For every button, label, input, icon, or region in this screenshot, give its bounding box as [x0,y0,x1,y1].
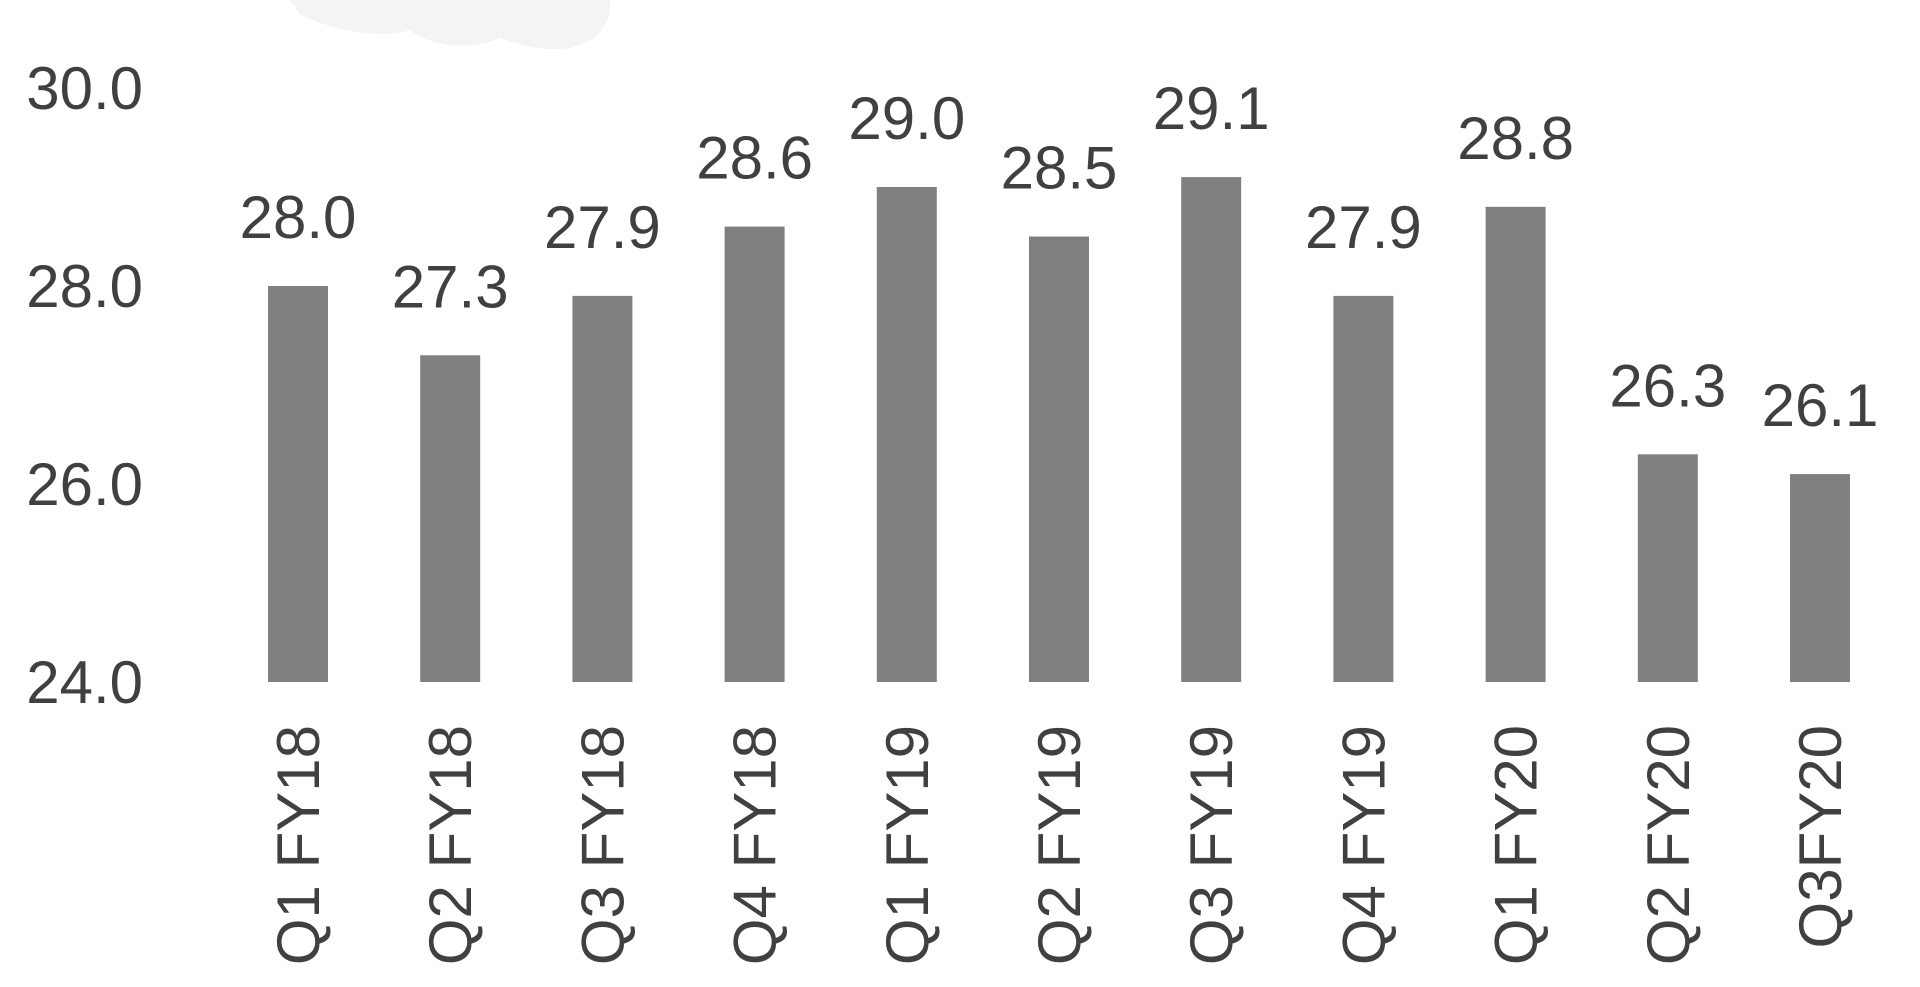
y-tick-label: 26.0 [26,451,143,518]
x-tick-label: Q2 FY18 [417,725,484,965]
bar [1029,236,1089,682]
bar [1485,206,1546,683]
bar [572,295,633,682]
data-label: 29.0 [848,85,965,152]
x-tick-label: Q3 FY18 [569,725,636,965]
x-tick-label: Q4 FY18 [722,725,789,965]
data-label: 26.1 [1762,372,1879,439]
data-label: 28.8 [1457,105,1574,172]
bar [420,355,481,682]
background-smudge [290,0,611,50]
y-tick-label: 28.0 [26,253,143,320]
x-tick-label: Q2 FY19 [1026,725,1093,965]
data-label: 26.3 [1609,352,1726,419]
x-tick-label: Q1 FY20 [1483,725,1550,965]
bar [268,286,328,682]
bar-series [268,177,1850,683]
data-label: 28.5 [1001,135,1118,202]
x-tick-label: Q1 FY19 [874,725,941,965]
x-axis: Q1 FY18 Q2 FY18 Q3 FY18 Q4 FY18 Q1 FY19 Q2 FY… [265,725,1854,965]
bar [1637,454,1698,682]
bar [1181,177,1242,682]
data-label: 28.0 [240,184,357,251]
x-tick-label: Q1 FY18 [265,725,332,965]
data-label: 28.6 [696,125,813,192]
y-axis: 24.0 26.0 28.0 30.0 [26,55,143,716]
bar [876,187,937,682]
x-tick-label: Q3 FY19 [1178,725,1245,965]
y-tick-label: 30.0 [26,55,143,122]
x-tick-label: Q4 FY19 [1330,725,1397,965]
y-tick-label: 24.0 [26,649,143,716]
data-label: 29.1 [1153,75,1270,142]
x-tick-label: Q2 FY20 [1635,725,1702,965]
bar [724,226,785,682]
data-label: 27.9 [544,194,661,261]
data-label: 27.3 [392,253,509,320]
data-label: 27.9 [1305,194,1422,261]
x-tick-label: Q3FY20 [1787,725,1854,948]
data-labels: 28.0 27.3 27.9 28.6 29.0 28.5 29.1 27.9 28.8 26.3… [240,75,1879,439]
bar [1333,295,1394,682]
bar [1790,474,1850,682]
